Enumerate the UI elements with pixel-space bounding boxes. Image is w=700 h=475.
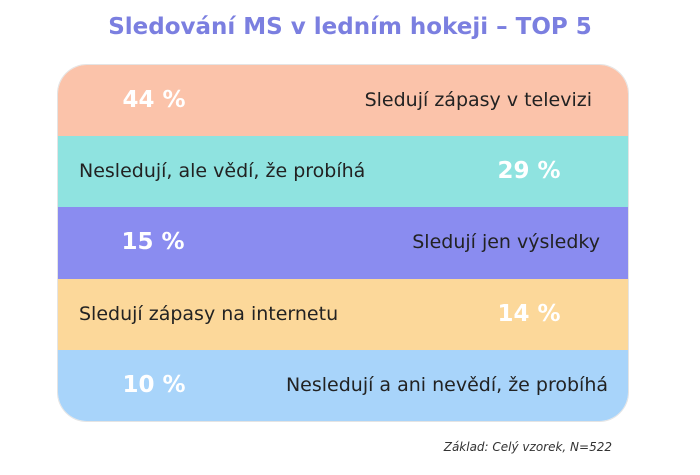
row-value: 44 % xyxy=(122,87,186,113)
row-value: 15 % xyxy=(121,229,185,256)
row-label: Nesledují a ani nevědí, že probíhá xyxy=(285,373,608,396)
row: 44 % Sledují zápasy v televizi xyxy=(58,65,628,137)
row: Nesledují, ale vědí, že probíhá 29 % xyxy=(58,136,628,208)
row-value: 29 % xyxy=(497,158,561,185)
title: Sledování MS v ledním hokeji – TOP 5 xyxy=(108,14,592,40)
row-label: Sledují zápasy na internetu xyxy=(79,302,339,325)
row-label: Sledují zápasy v televizi xyxy=(364,89,592,111)
row: Sledují zápasy na internetu 14 % xyxy=(58,278,628,350)
row-label: Nesledují, ale vědí, že probíhá xyxy=(79,160,366,183)
row-label: Sledují jen výsledky xyxy=(412,231,600,254)
row-value: 14 % xyxy=(497,300,561,327)
footnote: Základ: Celý vzorek, N=522 xyxy=(443,440,612,454)
panel: 44 % Sledují zápasy v televizi Nesledují… xyxy=(57,64,629,422)
row: 15 % Sledují jen výsledky xyxy=(58,207,628,279)
row: 10 % Nesledují a ani nevědí, že probíhá xyxy=(58,349,628,421)
row-value: 10 % xyxy=(122,371,186,398)
